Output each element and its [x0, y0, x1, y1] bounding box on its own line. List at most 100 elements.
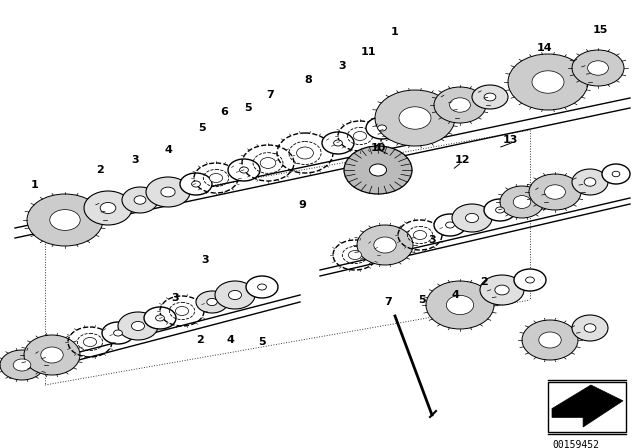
Ellipse shape	[27, 194, 103, 246]
Ellipse shape	[84, 191, 132, 225]
Ellipse shape	[484, 199, 516, 221]
Ellipse shape	[602, 164, 630, 184]
Text: 2: 2	[96, 165, 104, 175]
Ellipse shape	[539, 332, 561, 348]
Ellipse shape	[344, 146, 412, 194]
Text: 4: 4	[164, 145, 172, 155]
Ellipse shape	[426, 281, 494, 329]
Ellipse shape	[348, 250, 362, 259]
Ellipse shape	[131, 322, 145, 331]
Ellipse shape	[500, 186, 544, 218]
Ellipse shape	[41, 347, 63, 363]
Text: 5: 5	[198, 123, 206, 133]
Ellipse shape	[369, 164, 387, 176]
Ellipse shape	[114, 330, 122, 336]
Text: 3: 3	[428, 235, 436, 245]
Text: 12: 12	[454, 155, 470, 165]
Ellipse shape	[508, 54, 588, 110]
Ellipse shape	[484, 93, 496, 101]
Ellipse shape	[584, 178, 596, 186]
Ellipse shape	[191, 181, 200, 187]
Ellipse shape	[445, 222, 454, 228]
Ellipse shape	[532, 71, 564, 93]
Text: 3: 3	[171, 293, 179, 303]
Ellipse shape	[161, 187, 175, 197]
Ellipse shape	[572, 50, 624, 86]
Ellipse shape	[0, 350, 44, 380]
Ellipse shape	[525, 277, 534, 283]
Ellipse shape	[118, 312, 158, 340]
Ellipse shape	[375, 90, 455, 146]
Text: 8: 8	[304, 75, 312, 85]
Text: 2: 2	[480, 277, 488, 287]
Ellipse shape	[465, 213, 479, 223]
Ellipse shape	[83, 337, 97, 346]
Text: 7: 7	[384, 297, 392, 307]
Ellipse shape	[399, 107, 431, 129]
Ellipse shape	[260, 158, 276, 168]
Ellipse shape	[102, 322, 134, 344]
Ellipse shape	[480, 275, 524, 305]
Ellipse shape	[144, 307, 176, 329]
Ellipse shape	[207, 298, 217, 306]
Text: 11: 11	[360, 47, 376, 57]
Ellipse shape	[353, 132, 367, 141]
Ellipse shape	[100, 202, 116, 214]
Ellipse shape	[612, 171, 620, 177]
Text: 2: 2	[196, 335, 204, 345]
Ellipse shape	[545, 185, 565, 199]
Ellipse shape	[572, 169, 608, 195]
Text: 1: 1	[391, 27, 399, 37]
Text: 5: 5	[418, 295, 426, 305]
Ellipse shape	[572, 315, 608, 341]
Ellipse shape	[584, 324, 596, 332]
Text: 10: 10	[371, 143, 386, 153]
Ellipse shape	[215, 281, 255, 309]
Ellipse shape	[13, 359, 31, 371]
Polygon shape	[552, 385, 623, 427]
Ellipse shape	[228, 159, 260, 181]
Text: 13: 13	[502, 135, 518, 145]
Ellipse shape	[296, 147, 314, 159]
Text: 4: 4	[451, 290, 459, 300]
Ellipse shape	[146, 177, 190, 207]
Text: 15: 15	[592, 25, 608, 35]
Ellipse shape	[413, 231, 427, 240]
Text: 3: 3	[131, 155, 139, 165]
Ellipse shape	[588, 61, 609, 75]
Ellipse shape	[529, 174, 581, 210]
Ellipse shape	[434, 214, 466, 236]
Ellipse shape	[156, 315, 164, 321]
Ellipse shape	[378, 125, 387, 131]
Text: 5: 5	[244, 103, 252, 113]
Text: 00159452: 00159452	[552, 440, 600, 448]
Ellipse shape	[50, 210, 80, 230]
Text: 1: 1	[31, 180, 39, 190]
Ellipse shape	[449, 98, 470, 112]
Text: 9: 9	[298, 200, 306, 210]
Ellipse shape	[472, 85, 508, 109]
Ellipse shape	[209, 173, 223, 182]
Text: 5: 5	[258, 337, 266, 347]
Ellipse shape	[357, 225, 413, 265]
Text: 7: 7	[266, 90, 274, 100]
Text: 14: 14	[537, 43, 553, 53]
Text: 3: 3	[338, 61, 346, 71]
Ellipse shape	[322, 132, 354, 154]
Text: 6: 6	[220, 107, 228, 117]
Bar	[548, 382, 626, 432]
Ellipse shape	[434, 87, 486, 123]
Ellipse shape	[366, 117, 398, 139]
Ellipse shape	[175, 306, 189, 315]
Ellipse shape	[180, 173, 212, 195]
Ellipse shape	[228, 290, 241, 300]
Ellipse shape	[122, 187, 158, 213]
Ellipse shape	[495, 285, 509, 295]
Ellipse shape	[333, 140, 342, 146]
Ellipse shape	[24, 335, 80, 375]
Ellipse shape	[452, 204, 492, 232]
Ellipse shape	[196, 291, 228, 313]
Ellipse shape	[513, 196, 531, 208]
Ellipse shape	[514, 269, 546, 291]
Ellipse shape	[258, 284, 266, 290]
